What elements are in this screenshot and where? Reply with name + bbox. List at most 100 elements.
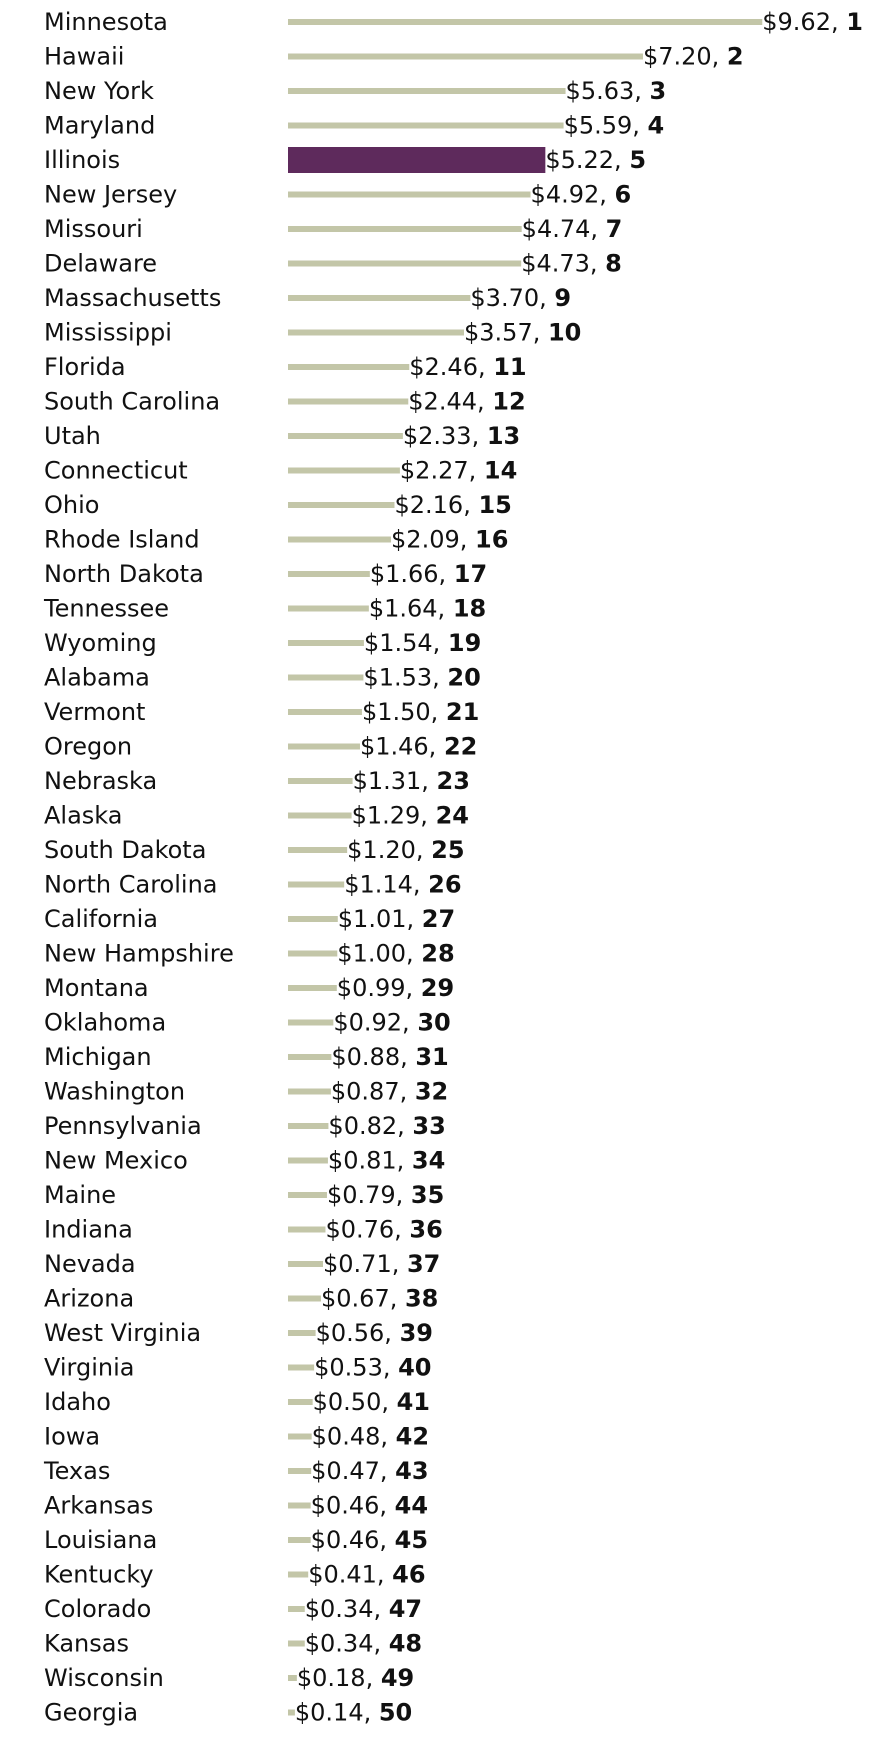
bar [288,1433,312,1440]
bar [288,88,566,94]
bar [288,1502,311,1509]
value-rank-label: $0.87, 32 [331,1078,448,1106]
rank-label: 18 [453,595,486,623]
bar [288,778,353,784]
value-rank-label: $0.76, 36 [325,1216,442,1244]
value-rank-label: $2.27, 14 [400,457,517,485]
bar [288,502,395,508]
value-label: $1.31, [353,767,437,795]
bar [288,122,564,129]
rank-label: 14 [484,457,517,485]
rank-label: 15 [478,491,511,519]
bar [288,398,409,405]
bar [288,881,345,888]
state-label: Hawaii [44,43,124,71]
value-rank-label: $5.22, 5 [545,146,646,174]
rank-label: 13 [487,422,520,450]
value-label: $1.53, [363,664,447,692]
value-rank-label: $3.57, 10 [464,319,581,347]
state-label: Nebraska [44,767,157,795]
state-label: Alabama [44,664,150,692]
value-label: $2.09, [391,526,475,554]
value-rank-label: $2.46, 11 [409,353,526,381]
state-label: Oklahoma [44,1009,166,1037]
value-rank-label: $0.41, 46 [308,1561,425,1589]
value-rank-label: $0.34, 48 [305,1630,422,1658]
rank-label: 39 [400,1319,433,1347]
value-label: $1.20, [347,836,431,864]
value-rank-label: $1.14, 26 [344,871,461,899]
bar [288,467,400,474]
bar [288,1330,316,1336]
value-label: $2.44, [408,388,492,416]
state-label: Arkansas [44,1492,153,1520]
state-label: Wyoming [44,629,157,657]
bar [288,1709,295,1716]
state-label: Delaware [44,250,157,278]
value-label: $0.47, [311,1457,395,1485]
state-label: North Carolina [44,871,218,899]
value-rank-label: $1.50, 21 [362,698,479,726]
state-label: Maryland [44,112,155,140]
bar [288,571,370,577]
value-rank-label: $0.14, 50 [295,1699,412,1727]
value-rank-label: $0.48, 42 [312,1423,429,1451]
value-rank-label: $0.53, 40 [314,1354,431,1382]
bar [288,226,522,232]
bar [288,1261,324,1267]
bar [288,1606,305,1612]
value-label: $4.74, [522,215,606,243]
rank-label: 28 [421,940,454,968]
value-label: $9.62, [762,8,846,36]
bar-highlighted [288,147,546,173]
value-label: $5.59, [564,112,648,140]
state-label: New Hampshire [44,940,234,968]
value-label: $0.71, [323,1250,407,1278]
state-label: Pennsylvania [44,1112,202,1140]
bar [288,1537,311,1543]
rank-label: 42 [396,1423,429,1451]
rank-label: 7 [606,215,623,243]
state-label: Minnesota [44,8,168,36]
bar [288,1123,329,1129]
value-rank-label: $2.44, 12 [408,388,525,416]
value-label: $7.20, [643,43,727,71]
bar [288,1088,331,1095]
value-label: $0.34, [305,1595,389,1623]
value-label: $0.87, [331,1078,415,1106]
bar [288,1399,313,1405]
rank-label: 25 [431,836,464,864]
rank-label: 29 [421,974,454,1002]
state-label: West Virginia [44,1319,201,1347]
rank-label: 4 [648,112,665,140]
value-rank-label: $4.74, 7 [522,215,623,243]
rank-label: 37 [407,1250,440,1278]
bar [288,640,364,646]
rank-label: 12 [492,388,525,416]
state-label: Louisiana [44,1526,157,1554]
bar [288,1019,334,1026]
state-label: Connecticut [44,457,188,485]
value-label: $1.14, [344,871,428,899]
value-label: $0.18, [297,1664,381,1692]
state-label: Texas [43,1457,110,1485]
state-label: Virginia [44,1354,135,1382]
value-label: $0.34, [305,1630,389,1658]
value-label: $0.46, [311,1526,395,1554]
rank-label: 32 [415,1078,448,1106]
value-label: $5.22, [545,146,629,174]
value-label: $0.48, [312,1423,396,1451]
value-label: $1.50, [362,698,446,726]
rank-label: 3 [650,77,667,105]
rank-label: 10 [548,319,581,347]
state-label: Florida [44,353,126,381]
value-label: $1.01, [338,905,422,933]
state-label: Wisconsin [44,1664,164,1692]
value-label: $2.27, [400,457,484,485]
state-label: Washington [44,1078,185,1106]
value-rank-label: $1.01, 27 [338,905,455,933]
bar [288,1054,332,1060]
rank-label: 41 [397,1388,430,1416]
bar [288,1192,327,1198]
value-rank-label: $0.18, 49 [297,1664,414,1692]
